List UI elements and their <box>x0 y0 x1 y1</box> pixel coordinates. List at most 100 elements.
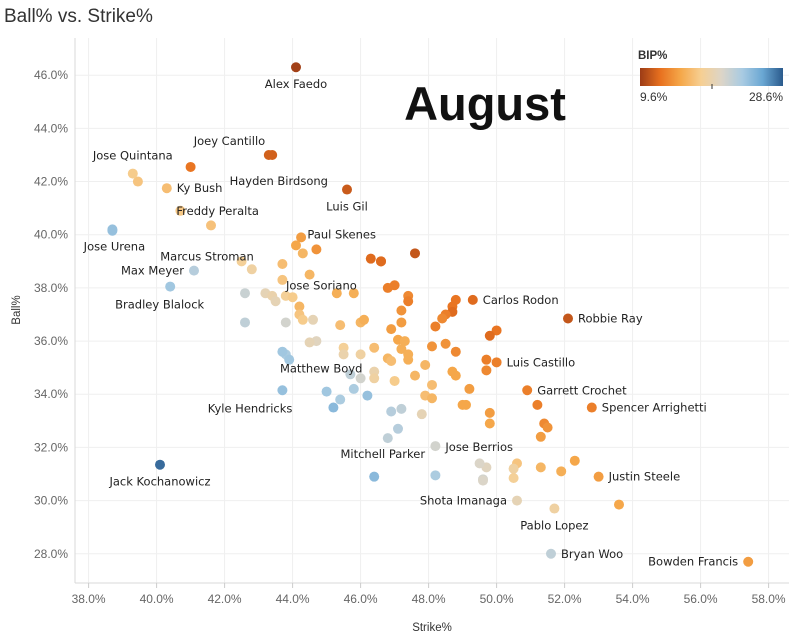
data-point-labeled <box>549 503 560 514</box>
point-label: Kyle Hendricks <box>208 401 293 415</box>
data-point <box>270 296 281 307</box>
x-tick-label: 38.0% <box>72 592 106 606</box>
data-point <box>284 354 295 365</box>
data-point-labeled <box>342 184 352 195</box>
y-tick-label: 38.0% <box>34 281 68 295</box>
y-tick-label: 32.0% <box>34 440 68 454</box>
data-point <box>296 232 307 243</box>
point-label: Bowden Francis <box>648 555 738 569</box>
y-tick-label: 30.0% <box>34 494 68 508</box>
chart-title: Ball% vs. Strike% <box>4 6 153 27</box>
data-point <box>416 409 427 420</box>
data-point-labeled <box>467 294 478 305</box>
data-point <box>535 462 546 473</box>
data-point <box>389 375 400 386</box>
data-point-labeled <box>165 281 176 292</box>
data-point-labeled <box>512 495 522 506</box>
data-point <box>437 313 448 324</box>
point-label: Paul Skenes <box>307 227 376 241</box>
data-point <box>478 475 488 486</box>
data-point <box>508 463 519 474</box>
data-point-labeled <box>161 183 172 194</box>
legend-max-label: 28.6% <box>749 90 783 104</box>
point-label: Robbie Ray <box>578 311 643 325</box>
y-tick-label: 34.0% <box>34 387 68 401</box>
data-point <box>399 336 410 347</box>
data-point <box>396 344 407 355</box>
data-point-labeled <box>410 248 420 259</box>
data-point <box>386 406 397 417</box>
data-point <box>335 394 346 405</box>
data-point <box>484 418 495 429</box>
y-tick-label: 42.0% <box>34 175 68 189</box>
data-point-labeled <box>376 256 386 267</box>
data-point <box>277 274 288 285</box>
data-point <box>450 346 461 357</box>
data-point <box>447 366 458 377</box>
data-point <box>304 269 315 280</box>
y-tick-label: 40.0% <box>34 228 68 242</box>
data-point-labeled <box>155 459 165 470</box>
point-label: Max Meyer <box>121 264 184 278</box>
point-label: Mitchell Parker <box>340 447 425 461</box>
data-point-labeled <box>291 62 301 73</box>
data-point <box>328 402 339 413</box>
point-label: Alex Faedo <box>265 77 327 91</box>
data-point <box>321 386 332 397</box>
data-point-labeled <box>491 357 502 368</box>
data-point <box>297 248 308 259</box>
data-point <box>484 407 495 418</box>
data-point-labeled <box>107 225 118 236</box>
point-label: Ky Bush <box>177 181 223 195</box>
data-point-labeled <box>430 441 441 452</box>
point-label: Jose Berrios <box>444 440 513 454</box>
data-point <box>410 370 420 381</box>
point-label: Bradley Blalock <box>115 298 204 312</box>
y-tick-label: 28.0% <box>34 547 68 561</box>
color-legend: BIP% 9.6% 28.6% <box>638 50 783 104</box>
point-label: Bryan Woo <box>561 547 623 561</box>
data-point <box>396 305 407 316</box>
y-tick-label: 36.0% <box>34 334 68 348</box>
data-point <box>345 369 356 380</box>
data-point <box>355 373 366 384</box>
data-point <box>240 317 250 328</box>
data-point-labeled <box>586 402 597 413</box>
y-tick-label: 44.0% <box>34 121 68 135</box>
data-point <box>369 342 380 353</box>
data-points <box>107 62 754 567</box>
point-label: Hayden Birdsong <box>230 174 328 188</box>
data-point <box>348 383 359 394</box>
data-point <box>481 354 492 365</box>
data-point <box>365 253 376 264</box>
point-label: Marcus Stroman <box>160 249 254 263</box>
data-point <box>287 292 298 303</box>
data-point <box>369 471 380 482</box>
y-axis-title: Ball% <box>11 295 23 324</box>
legend-min-label: 9.6% <box>640 90 668 104</box>
data-point <box>291 240 301 251</box>
data-point <box>338 349 349 360</box>
month-annotation: August <box>404 77 566 130</box>
point-label: Jack Kochanowicz <box>108 475 210 489</box>
data-point <box>331 288 342 299</box>
x-axis-title: Strike% <box>412 622 452 634</box>
point-label: Luis Gil <box>326 200 368 214</box>
point-label: Joey Cantillo <box>193 134 265 148</box>
data-point <box>297 314 308 325</box>
point-label: Freddy Peralta <box>176 204 259 218</box>
data-point <box>396 317 407 328</box>
legend-gradient-bar <box>640 68 783 86</box>
data-point <box>491 325 502 336</box>
data-point-labeled <box>267 149 278 160</box>
data-point <box>246 264 257 275</box>
data-point <box>532 399 543 410</box>
point-label: Carlos Rodon <box>483 293 559 307</box>
point-labels: Alex Faedo Joey Cantillo Hayden Birdsong Jo… <box>83 77 739 568</box>
data-point <box>386 356 397 367</box>
data-point <box>440 338 451 349</box>
data-point <box>430 470 441 481</box>
data-point <box>508 472 519 483</box>
data-point <box>277 258 288 269</box>
